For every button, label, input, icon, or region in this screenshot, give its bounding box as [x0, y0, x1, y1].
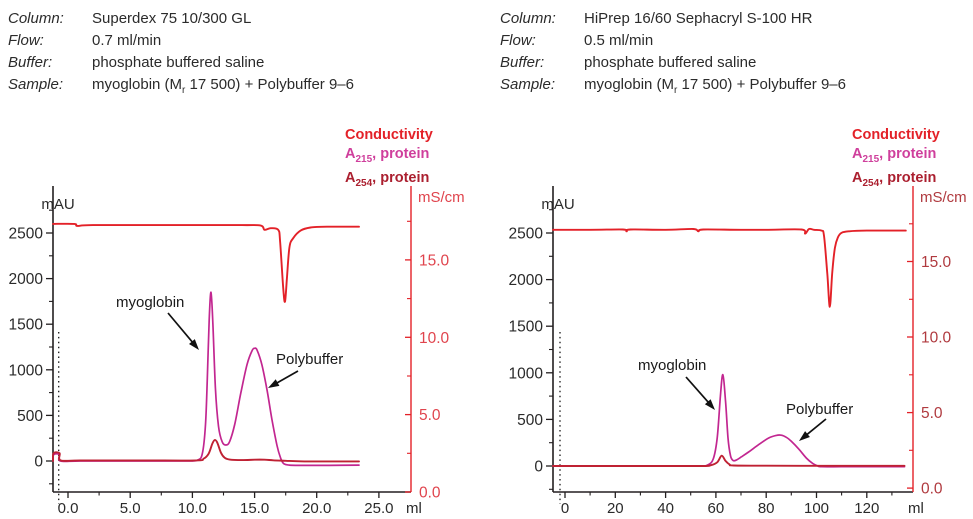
y-tick-label: 1000: [9, 362, 44, 379]
series-a215: [552, 373, 906, 468]
field-value: 0.7 ml/min: [92, 32, 162, 49]
y-right-tick-label: 10.0: [419, 330, 450, 347]
annotation-polybuffer: Polybuffer: [276, 351, 344, 368]
x-tick-label: 5.0: [120, 500, 141, 517]
x-tick-label: 40: [657, 500, 674, 517]
field-label: Sample:: [8, 76, 64, 93]
run-conditions-right: Column: HiPrep 16/60 Sephacryl S-100 HR …: [500, 8, 846, 102]
annotation-myoglobin: myoglobin: [638, 357, 707, 374]
field-column: Column: Superdex 75 10/300 GL: [8, 8, 354, 30]
annotation-myoglobin: myoglobin: [116, 294, 185, 311]
run-conditions-left: Column: Superdex 75 10/300 GL Flow: 0.7 …: [8, 8, 354, 102]
y-tick-label: 500: [17, 408, 43, 425]
x-tick-label: 0: [561, 500, 569, 517]
y-tick-label: 0: [34, 454, 43, 471]
series-conductivity: [552, 227, 907, 308]
y-axis-unit-mscm: mS/cm: [920, 189, 967, 206]
y-right-tick-label: 15.0: [419, 252, 450, 269]
field-value: phosphate buffered saline: [92, 54, 265, 71]
legend-left: Conductivity A215, protein A254, protein: [345, 126, 433, 193]
legend-right: Conductivity A215, protein A254, protein: [852, 126, 940, 193]
y-right-tick-label: 5.0: [921, 405, 943, 422]
x-tick-label: 25.0: [364, 500, 393, 517]
annotation-arrowhead: [189, 339, 199, 350]
legend-conductivity: Conductivity: [345, 127, 433, 143]
field-label: Buffer:: [8, 54, 53, 71]
x-tick-label: 10.0: [178, 500, 207, 517]
field-value: Superdex 75 10/300 GL: [92, 10, 252, 27]
x-tick-label: 80: [758, 500, 775, 517]
annotation-arrow-line: [805, 418, 827, 436]
x-tick-label: 0.0: [58, 500, 79, 517]
y-right-tick-label: 0.0: [419, 485, 441, 502]
y-tick-label: 2000: [9, 271, 44, 288]
x-tick-label: 120: [854, 500, 879, 517]
field-flow: Flow: 0.5 ml/min: [500, 30, 846, 52]
x-tick-label: 15.0: [240, 500, 269, 517]
field-label: Buffer:: [500, 54, 545, 71]
legend-a215: A215, protein: [852, 146, 937, 165]
annotation-polybuffer: Polybuffer: [786, 401, 854, 418]
x-tick-label: 60: [708, 500, 725, 517]
y-right-tick-label: 0.0: [921, 481, 943, 498]
y-right-tick-label: 15.0: [921, 254, 952, 271]
field-sample: Sample: myoglobin (Mr 17 500) + Polybuff…: [500, 74, 846, 102]
y-right-tick-label: 10.0: [921, 330, 952, 347]
field-value: myoglobin (Mr 17 500) + Polybuffer 9–6: [584, 76, 846, 96]
chart-right: 0 20 40 60 80 100 120 0 500 1000 1500 2000 2500 0.0 5.…: [509, 186, 967, 517]
annotation-arrowhead: [268, 379, 280, 388]
x-tick-label: 20: [607, 500, 624, 517]
y-tick-label: 1500: [509, 319, 544, 336]
y-tick-label: 1500: [9, 317, 44, 334]
field-buffer: Buffer: phosphate buffered saline: [500, 52, 846, 74]
field-label: Column:: [500, 10, 556, 27]
x-tick-label: 100: [804, 500, 829, 517]
field-flow: Flow: 0.7 ml/min: [8, 30, 354, 52]
series-a254: [552, 454, 906, 467]
annotation-arrow-line: [275, 370, 299, 385]
y-axis-unit-mscm: mS/cm: [418, 189, 465, 206]
annotation-arrowhead: [799, 431, 810, 441]
field-label: Flow:: [500, 32, 536, 49]
y-tick-label: 2500: [509, 226, 544, 243]
field-sample: Sample: myoglobin (Mr 17 500) + Polybuff…: [8, 74, 354, 102]
x-axis-unit-ml: ml: [908, 500, 924, 517]
series-a254: [51, 439, 360, 463]
field-value: phosphate buffered saline: [584, 54, 757, 71]
field-label: Sample:: [500, 76, 556, 93]
legend-a254: A254, protein: [852, 169, 937, 189]
annotation-arrowhead: [704, 399, 715, 410]
y-tick-label: 2000: [509, 272, 544, 289]
field-buffer: Buffer: phosphate buffered saline: [8, 52, 354, 74]
annotation-arrow-line: [685, 376, 710, 404]
series-conductivity: [52, 222, 360, 303]
y-tick-label: 1000: [509, 365, 544, 382]
x-axis-unit-ml: ml: [406, 500, 422, 517]
series-a215: [52, 291, 360, 467]
legend-a254: A254, protein: [345, 169, 430, 189]
legend-conductivity: Conductivity: [852, 127, 940, 143]
field-value: HiPrep 16/60 Sephacryl S-100 HR: [584, 10, 813, 27]
legend-a215: A215, protein: [345, 146, 430, 165]
y-tick-label: 500: [517, 412, 543, 429]
y-tick-label: 0: [534, 459, 543, 476]
field-label: Flow:: [8, 32, 44, 49]
y-tick-label: 2500: [9, 226, 44, 243]
x-tick-label: 20.0: [302, 500, 331, 517]
field-column: Column: HiPrep 16/60 Sephacryl S-100 HR: [500, 8, 846, 30]
field-value: myoglobin (Mr 17 500) + Polybuffer 9–6: [92, 76, 354, 96]
annotation-arrow-line: [167, 312, 194, 344]
chart-left: 0.0 5.0 10.0 15.0 20.0 25.0 0 500 1000 1500 2000 25…: [9, 186, 465, 517]
y-axis-unit-mau: mAU: [541, 196, 574, 213]
y-axis-unit-mau: mAU: [41, 196, 74, 213]
field-value: 0.5 ml/min: [584, 32, 654, 49]
y-right-tick-label: 5.0: [419, 407, 441, 424]
field-label: Column:: [8, 10, 64, 27]
